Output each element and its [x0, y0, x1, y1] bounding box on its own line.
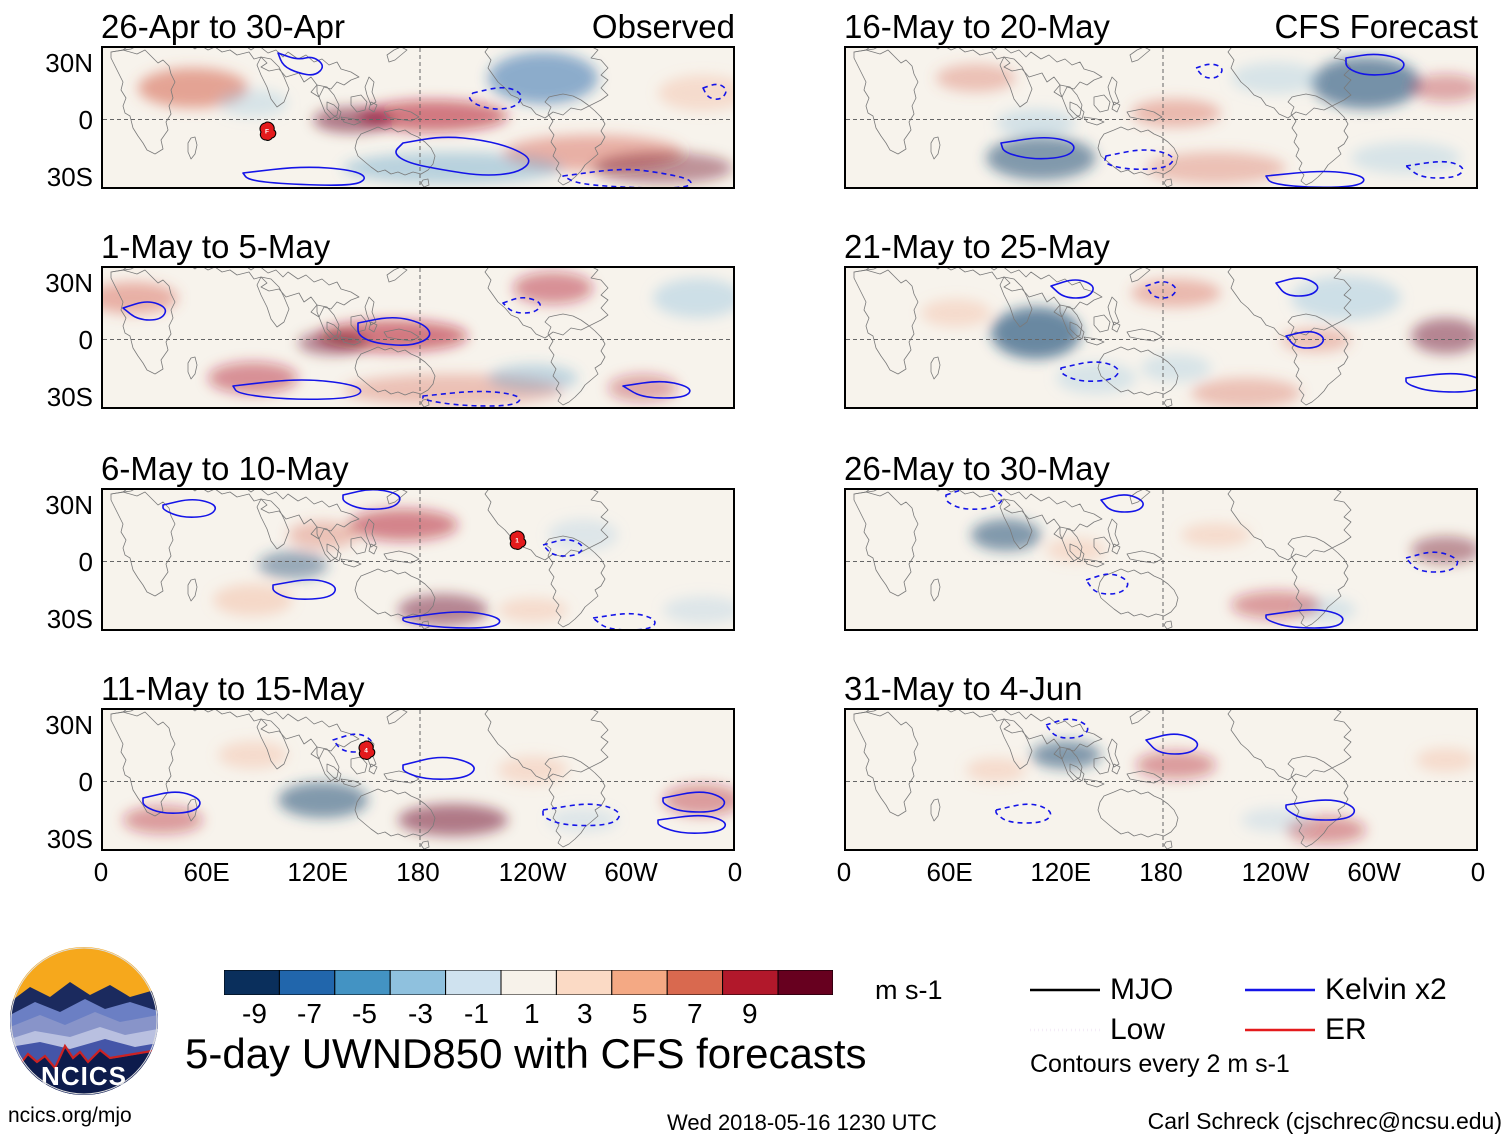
svg-text:F: F	[265, 129, 269, 136]
svg-text:4: 4	[364, 748, 368, 755]
svg-text:NCICS: NCICS	[41, 1061, 127, 1091]
svg-text:1: 1	[515, 538, 519, 545]
